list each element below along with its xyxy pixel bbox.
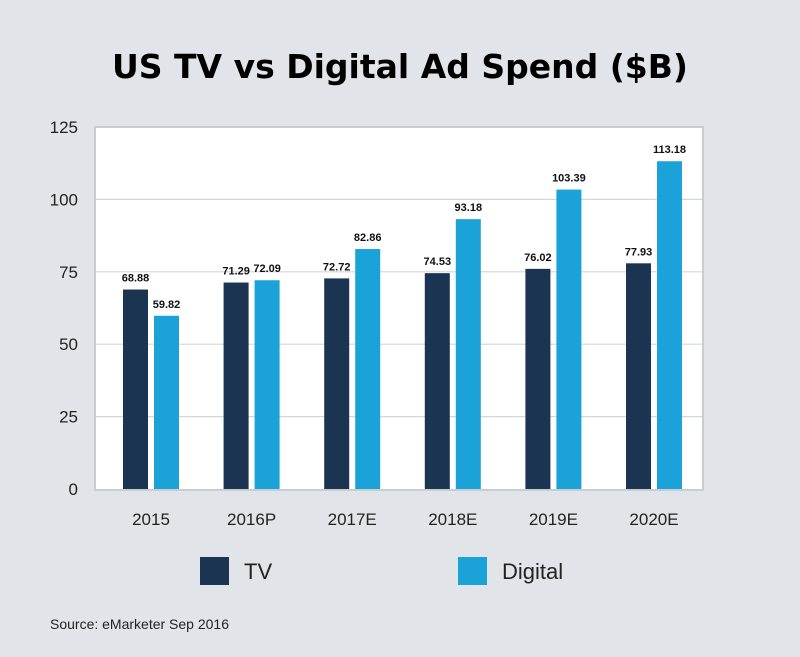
y-tick-label: 25 xyxy=(59,408,78,427)
data-label: 82.86 xyxy=(354,232,382,244)
legend-swatch-digital xyxy=(458,557,487,585)
data-label: 72.72 xyxy=(323,261,351,273)
y-tick-label: 50 xyxy=(59,335,78,354)
x-tick-label: 2019E xyxy=(529,510,578,529)
bar-tv xyxy=(123,289,148,489)
bar-digital xyxy=(556,189,582,489)
legend-swatch-tv xyxy=(200,557,229,585)
bar-digital xyxy=(455,219,481,489)
data-label: 93.18 xyxy=(455,202,483,214)
bar-tv xyxy=(223,282,249,489)
legend-label-digital: Digital xyxy=(502,559,563,584)
bar-digital xyxy=(254,280,280,489)
y-tick-label: 125 xyxy=(50,118,78,137)
data-label: 71.29 xyxy=(222,266,250,278)
source-note: Source: eMarketer Sep 2016 xyxy=(50,616,229,632)
chart-title: US TV vs Digital Ad Spend ($B) xyxy=(112,47,688,86)
x-tick-label: 2016P xyxy=(227,510,276,529)
legend-label-tv: TV xyxy=(244,559,272,584)
x-tick-label: 2020E xyxy=(629,510,678,529)
data-label: 103.39 xyxy=(552,173,586,185)
y-tick-label: 75 xyxy=(59,263,78,282)
bar-digital xyxy=(355,249,381,489)
data-label: 68.88 xyxy=(122,273,150,285)
data-label: 74.53 xyxy=(424,256,452,268)
x-tick-label: 2015 xyxy=(132,510,170,529)
bar-tv xyxy=(626,263,651,489)
bar-tv xyxy=(324,278,350,489)
data-label: 77.93 xyxy=(625,246,653,258)
data-label: 72.09 xyxy=(253,263,281,275)
x-tick-label: 2017E xyxy=(328,510,377,529)
bar-tv xyxy=(525,268,551,489)
x-tick-label: 2018E xyxy=(428,510,477,529)
data-label: 113.18 xyxy=(653,144,686,156)
bar-tv xyxy=(424,273,450,489)
y-tick-label: 0 xyxy=(69,480,78,499)
data-label: 59.82 xyxy=(153,299,181,311)
plot-area xyxy=(94,126,704,491)
bar-digital xyxy=(154,315,179,489)
data-label: 76.02 xyxy=(524,252,552,264)
y-tick-label: 100 xyxy=(50,190,78,209)
bar-digital xyxy=(657,161,682,489)
